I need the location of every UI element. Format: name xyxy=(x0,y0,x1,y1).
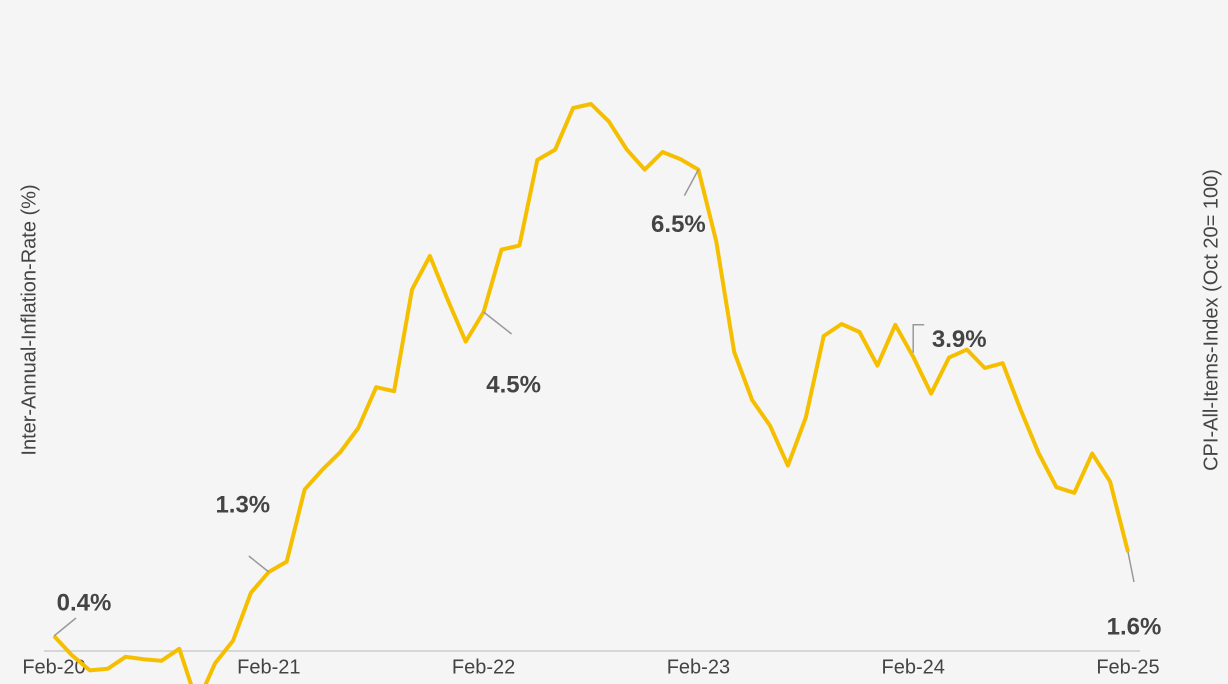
x-tick-label: Feb-20 xyxy=(22,656,85,678)
annotation: 1.6% xyxy=(1107,613,1162,640)
x-tick-label: Feb-24 xyxy=(882,656,945,678)
x-tick-label: Feb-22 xyxy=(452,656,515,678)
annotation: 6.5% xyxy=(651,211,706,238)
annotation-leader xyxy=(248,555,270,573)
annotation-leader xyxy=(683,169,700,196)
x-tick-label: Feb-23 xyxy=(667,656,730,678)
annotation: 0.4% xyxy=(57,589,112,616)
annotation-leader xyxy=(53,617,77,637)
x-tick-label: Feb-21 xyxy=(237,656,300,678)
annotation-leader xyxy=(912,324,925,353)
annotation-leader xyxy=(483,311,513,335)
annotation: 3.9% xyxy=(932,326,987,353)
x-tick-label: Feb-25 xyxy=(1096,656,1159,678)
y-axis-label: Inter-Annual-Inflation-Rate (%) xyxy=(18,184,40,455)
annotation: 1.3% xyxy=(215,491,270,518)
annotation-leader xyxy=(1127,551,1135,583)
y2-axis-label: CPI-All-Items-Index (Oct 20= 100) xyxy=(1200,169,1222,471)
annotation: 4.5% xyxy=(486,371,541,398)
line-series xyxy=(52,102,1130,684)
